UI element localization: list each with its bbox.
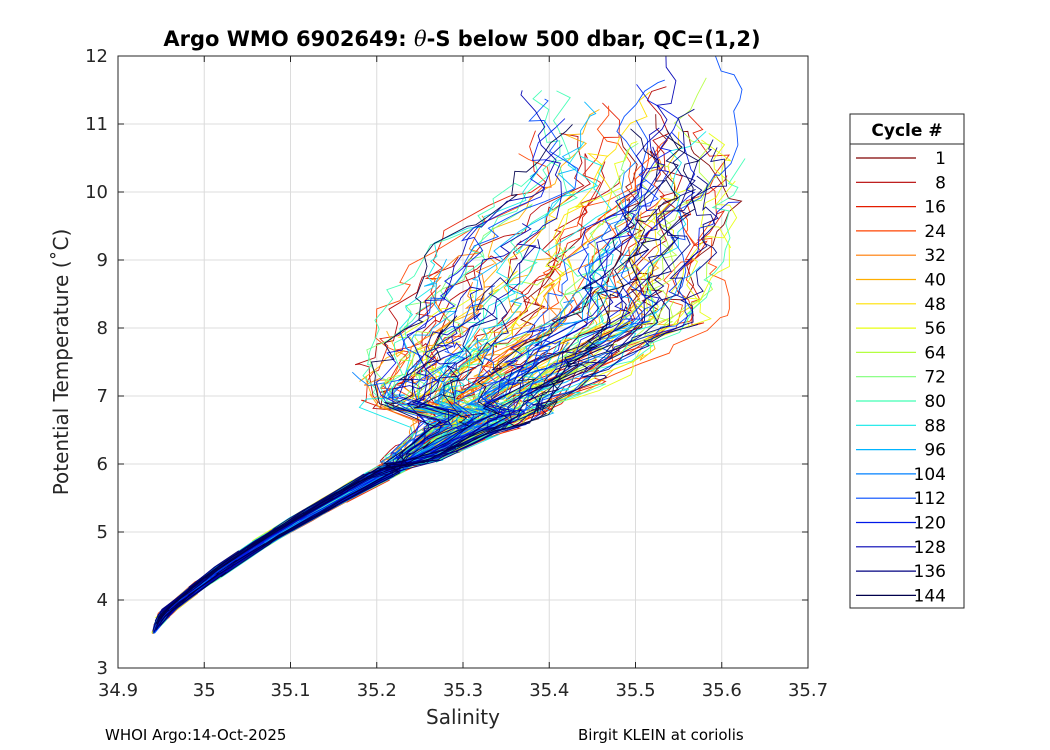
legend-entries: 1 8 16 24 32 40 48 56 64 72 80 88 96 104 112 120 128 136 1… (856, 149, 946, 606)
profile-trace (157, 146, 666, 623)
x-tick-label: 35.7 (788, 680, 828, 701)
y-tick-label: 8 (97, 318, 108, 339)
legend-label: 104 (914, 465, 946, 485)
x-tick-label: 34.9 (98, 680, 138, 701)
x-tick-label: 35.2 (357, 680, 397, 701)
y-tick-label: 11 (85, 114, 108, 135)
profile-trace (156, 371, 472, 626)
legend-label: 88 (924, 416, 946, 436)
profile-trace (160, 223, 532, 625)
footer-left: WHOI Argo:14-Oct-2025 (105, 726, 287, 744)
x-tick-label: 35.6 (702, 680, 742, 701)
legend-label: 24 (924, 222, 946, 242)
y-axis-ticks: 3 4 5 6 7 8 9 10 11 12 (85, 46, 808, 679)
legend-label: 64 (924, 343, 946, 363)
chart-title: Argo WMO 6902649: θ-S below 500 dbar, QC… (163, 27, 760, 51)
x-tick-label: 35.4 (529, 680, 569, 701)
profile-trace (155, 315, 458, 631)
legend-box (849, 113, 965, 609)
x-tick-label: 35.5 (615, 680, 655, 701)
x-tick-label: 35.1 (270, 680, 310, 701)
y-axis-label: Potential Temperature (˚C) (49, 229, 73, 496)
y-tick-label: 9 (97, 250, 108, 271)
profile-trace (155, 188, 696, 629)
legend-label: 8 (935, 173, 946, 193)
chart-title-suffix: -S below 500 dbar, QC=(1,2) (427, 27, 761, 51)
profile-trace (155, 323, 629, 624)
legend-label: 16 (924, 198, 946, 218)
legend-label: 120 (914, 514, 946, 534)
legend-label: 112 (914, 489, 946, 509)
x-tick-label: 35 (193, 680, 216, 701)
x-axis-label: Salinity (426, 705, 500, 729)
legend-title: Cycle # (871, 121, 942, 141)
legend-label: 32 (924, 246, 946, 266)
profile-trace (154, 175, 719, 622)
legend-label: 48 (924, 295, 946, 315)
footer-right: Birgit KLEIN at coriolis (578, 726, 744, 744)
profile-trace (157, 129, 700, 621)
legend-label: 96 (924, 441, 946, 461)
y-tick-label: 3 (97, 658, 108, 679)
legend-label: 72 (924, 368, 946, 388)
legend-label: 144 (914, 586, 946, 606)
chart-title-prefix: Argo WMO 6902649: (163, 27, 414, 51)
profile-trace (154, 239, 541, 631)
legend-label: 56 (924, 319, 946, 339)
y-tick-label: 5 (97, 522, 108, 543)
chart-title-theta: θ (414, 27, 427, 51)
legend-label: 1 (935, 149, 946, 169)
y-tick-label: 7 (97, 386, 108, 407)
y-tick-label: 10 (85, 182, 108, 203)
y-tick-label: 12 (85, 46, 108, 67)
profile-trace (160, 124, 573, 626)
legend-label: 40 (924, 271, 946, 291)
legend: Cycle # 1 8 16 24 32 40 48 56 64 72 80 88 96 104 112 12… (849, 113, 965, 609)
theta-s-traces (151, 56, 746, 635)
legend-label: 136 (914, 562, 946, 582)
legend-label: 80 (924, 392, 946, 412)
y-tick-label: 6 (97, 454, 108, 475)
y-tick-label: 4 (97, 590, 108, 611)
legend-label: 128 (914, 538, 946, 558)
x-tick-label: 35.3 (443, 680, 483, 701)
x-axis-ticks: 34.9 35 35.1 35.2 35.3 35.4 35.5 35.6 35.7 (98, 56, 828, 701)
profile-trace (158, 134, 683, 619)
